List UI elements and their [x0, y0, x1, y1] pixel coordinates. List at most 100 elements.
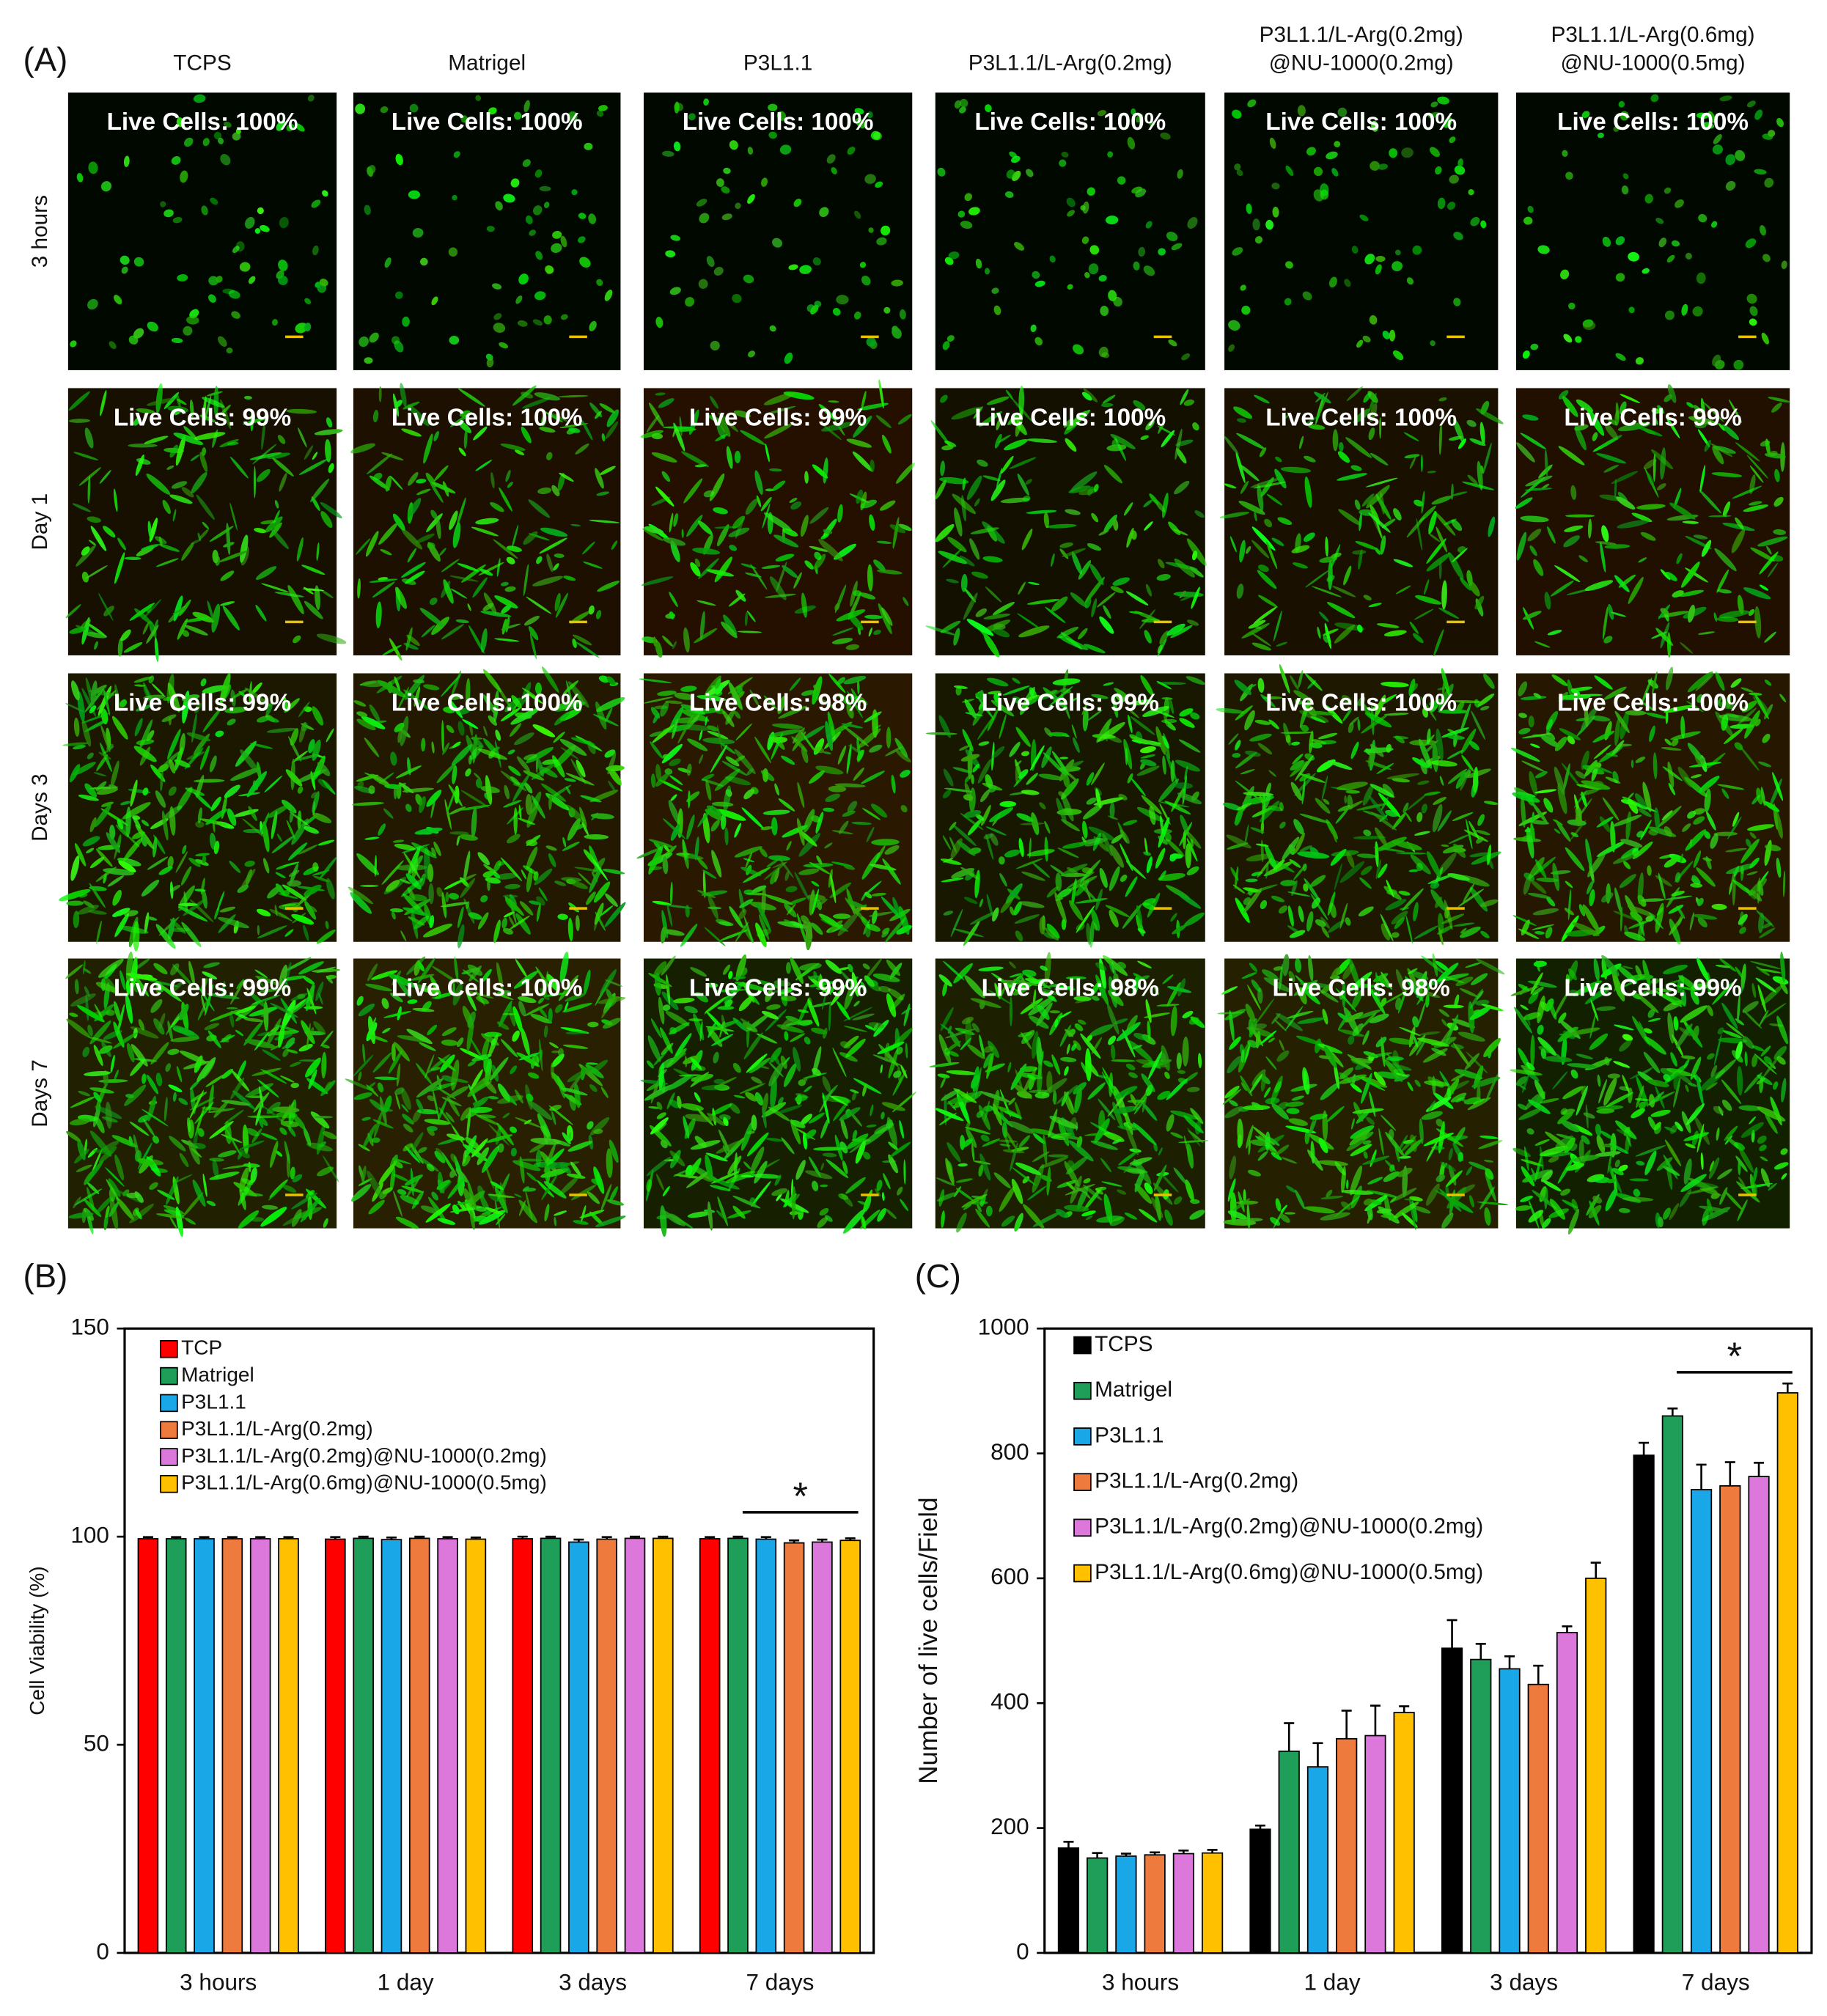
cell [536, 556, 543, 564]
cell [1191, 586, 1200, 609]
cell [1045, 523, 1077, 529]
cell [319, 279, 328, 287]
cell [1470, 216, 1480, 227]
cell [467, 603, 471, 611]
cell [1356, 339, 1364, 348]
live-cells-label: Live Cells: 100% [392, 404, 583, 431]
cell [746, 610, 756, 622]
cell [694, 464, 707, 468]
cell [846, 438, 872, 448]
cell [1382, 331, 1390, 339]
cell [867, 111, 873, 119]
cell [173, 595, 183, 622]
cell [1018, 625, 1050, 638]
cell [401, 428, 422, 437]
cell [670, 540, 680, 562]
cell [154, 619, 158, 630]
cell [482, 603, 494, 611]
cell [699, 213, 710, 224]
cell [836, 295, 849, 305]
cell [180, 170, 188, 183]
cell [861, 276, 871, 286]
cell [400, 383, 407, 408]
cell [1378, 163, 1389, 170]
cell [579, 257, 591, 268]
cell [1187, 619, 1199, 626]
cell [1004, 191, 1014, 199]
cell [359, 336, 369, 347]
cell [804, 560, 814, 570]
cell [1749, 318, 1757, 326]
cell [596, 491, 610, 496]
cell [670, 235, 680, 241]
cell [540, 527, 568, 537]
cell [1344, 279, 1351, 287]
cell [1754, 169, 1767, 175]
cell [1560, 269, 1570, 280]
micrograph [67, 92, 337, 370]
cell [320, 501, 342, 519]
cell [1746, 100, 1756, 108]
cell [554, 592, 561, 611]
cell [954, 100, 961, 109]
cell [1067, 284, 1073, 290]
cell [1437, 96, 1449, 105]
cell [655, 392, 666, 396]
cell [681, 529, 684, 538]
cell [982, 475, 1001, 482]
cell [525, 215, 533, 224]
cell [1457, 158, 1463, 168]
cell [761, 564, 781, 569]
cell [1073, 344, 1084, 355]
cell [293, 635, 301, 644]
cell [832, 307, 841, 316]
cell [457, 388, 485, 407]
cell [1149, 120, 1155, 127]
cell [1080, 205, 1086, 211]
cell [1083, 389, 1098, 402]
cell [314, 1116, 334, 1119]
cell [394, 291, 403, 299]
cell [184, 625, 208, 636]
cell [365, 531, 379, 557]
cell [69, 627, 87, 634]
cell [1285, 165, 1294, 177]
cell [486, 358, 494, 368]
cell [186, 316, 199, 325]
cell [286, 123, 295, 132]
cell [1666, 254, 1675, 263]
cell [426, 513, 443, 533]
cell [819, 207, 829, 218]
cell [1145, 584, 1152, 597]
cell [522, 159, 531, 167]
cell [1615, 273, 1625, 282]
cell [1070, 471, 1098, 493]
cell [515, 295, 523, 304]
cell [1664, 310, 1675, 320]
cell [265, 516, 283, 533]
cell [1160, 132, 1171, 140]
cell [681, 451, 709, 468]
cell [1480, 220, 1487, 229]
cell [977, 459, 988, 467]
cell [1710, 221, 1718, 228]
cell [1136, 114, 1144, 123]
cell [588, 605, 595, 615]
cell [1401, 147, 1414, 158]
cell [78, 467, 101, 486]
cell [1065, 438, 1077, 452]
cell [575, 444, 589, 455]
cell [735, 202, 741, 210]
cell [450, 588, 468, 599]
cell [1618, 100, 1625, 108]
micrograph [640, 379, 915, 658]
cell [903, 597, 909, 606]
cell [1113, 518, 1119, 531]
cell [1735, 150, 1746, 161]
cell [247, 1115, 279, 1119]
cell [249, 452, 282, 460]
cell [372, 581, 395, 598]
cell [1562, 150, 1568, 157]
cell [1082, 201, 1089, 214]
